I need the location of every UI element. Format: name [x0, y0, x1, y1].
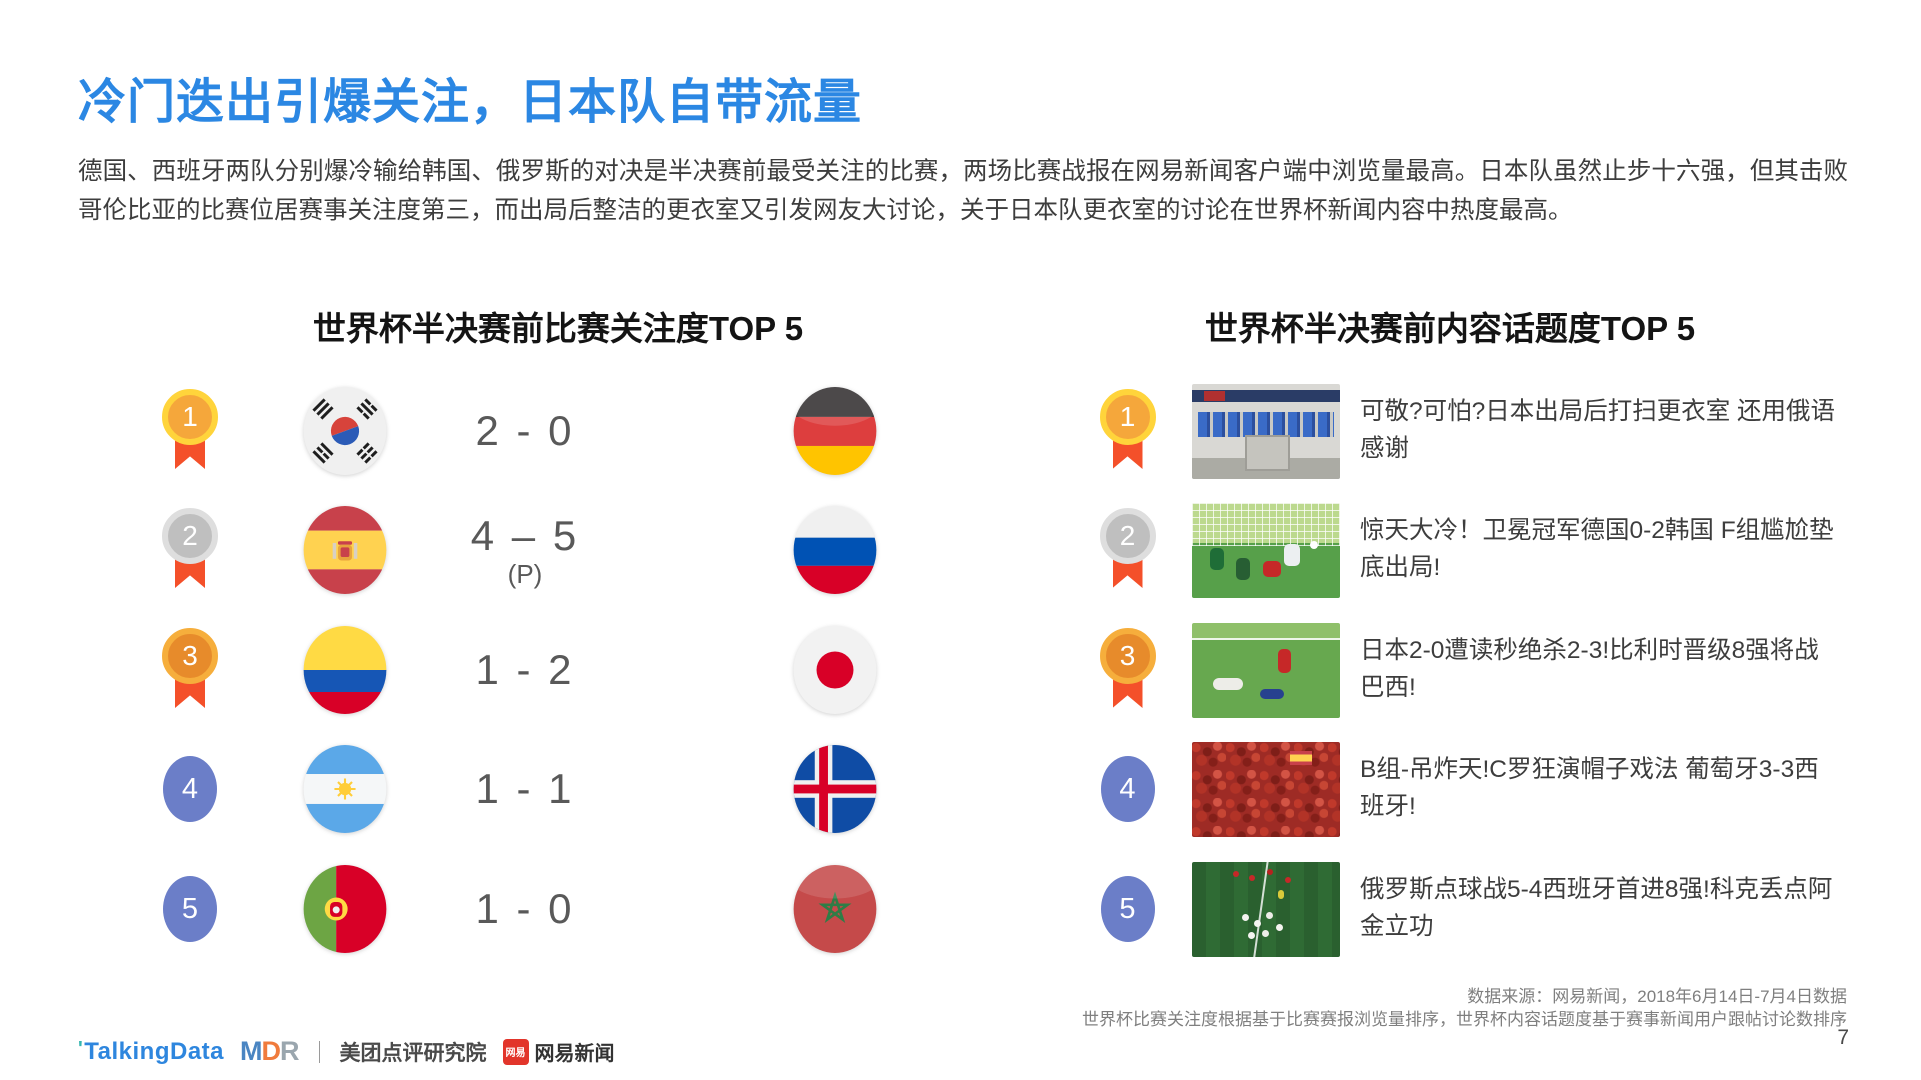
bronze-medal-icon: 3 [161, 626, 219, 714]
rank-number: 2 [1119, 520, 1136, 551]
score-text: 4 – 5 [470, 511, 580, 559]
news-thumbnail-japan-belgium-match [1192, 622, 1340, 718]
match-row: 3 1 - 2 [130, 621, 980, 719]
source-line-1: 数据来源：网易新闻，2018年6月14日-7月4日数据 [1467, 987, 1847, 1006]
news-thumbnail-russia-celebration [1192, 861, 1340, 957]
rank-number: 1 [182, 401, 198, 432]
match-row: 2 4 – [130, 501, 980, 599]
logo-divider [318, 1040, 320, 1063]
match-row: 5 1 - 0 [130, 860, 980, 958]
news-thumbnail-portugal-spain-fans [1192, 741, 1340, 837]
bronze-medal-icon: 3 [1099, 626, 1157, 714]
score-text: 1 - 2 [475, 646, 575, 693]
score-text: 1 - 1 [475, 765, 575, 812]
rank-badge: 4 [1100, 756, 1155, 822]
flag-iceland-icon [793, 745, 877, 833]
rank-number: 5 [181, 892, 199, 925]
talkingdata-logo: 'TalkingData [78, 1037, 225, 1065]
rank-number: 4 [1119, 772, 1136, 805]
source-line-2: 世界杯比赛关注度根据基于比赛赛报浏览量排序，世界杯内容话题度基于赛事新闻用户跟帖… [1082, 1009, 1847, 1029]
silver-medal-icon: 2 [1099, 506, 1157, 594]
flag-argentina-icon [303, 745, 387, 833]
netease-news-logo: 网易 网易新闻 [502, 1037, 615, 1066]
gold-medal-icon: 1 [1099, 387, 1157, 475]
intro-paragraph: 德国、西班牙两队分别爆冷输给韩国、俄罗斯的对决是半决赛前最受关注的比赛，两场比赛… [78, 158, 1848, 225]
talkingdata-tick-icon: ' [78, 1037, 84, 1060]
news-thumbnail-locker-room [1192, 383, 1340, 479]
flag-portugal-icon [303, 865, 387, 953]
score-text: 1 - 0 [475, 885, 575, 932]
left-section-title: 世界杯半决赛前比赛关注度TOP 5 [312, 310, 804, 347]
topic-row: 5 俄罗斯点球战5-4西班牙首进8强!科克丢点阿金立功 [1080, 860, 1880, 958]
match-row: 1 [130, 382, 980, 480]
rank-badge: 5 [1100, 876, 1155, 942]
gold-medal-icon: 1 [161, 387, 219, 475]
headline-text: 惊天大冷！卫冕冠军德国0-2韩国 F组尴尬垫底出局! [1360, 517, 1834, 581]
flag-colombia-icon [303, 626, 387, 714]
rank-number: 1 [1119, 401, 1136, 432]
rank-number: 3 [182, 640, 198, 671]
flag-japan-icon [793, 626, 877, 714]
match-row: 4 1 - 1 [130, 740, 980, 838]
headline-text: 俄罗斯点球战5-4西班牙首进8强!科克丢点阿金立功 [1360, 876, 1833, 940]
data-source-notes: 数据来源：网易新闻，2018年6月14日-7月4日数据 世界杯比赛关注度根据基于… [1082, 986, 1847, 1032]
rank-number: 5 [1119, 892, 1136, 925]
meituan-dianping-institute-logo: 美团点评研究院 [339, 1041, 487, 1065]
flag-morocco-icon [793, 865, 877, 953]
page-title: 冷门迭出引爆关注，日本队自带流量 [78, 76, 863, 129]
news-thumbnail-germany-korea-match [1192, 502, 1340, 598]
topic-row: 4 B组-吊炸天!C罗狂演帽子戏法 葡萄牙3-3西班牙! [1080, 740, 1880, 838]
right-section-title: 世界杯半决赛前内容话题度TOP 5 [1204, 310, 1696, 347]
flag-germany-icon [793, 387, 877, 475]
rank-number: 4 [181, 772, 199, 805]
score-text: 2 - 0 [475, 407, 575, 454]
topic-row: 3 日本2-0遭读秒绝杀2-3!比利时晋级8强将战巴西! [1080, 621, 1880, 719]
topic-row: 1 可敬?可怕?日本出局后打扫更衣室 还用俄语感谢 [1080, 382, 1880, 480]
flag-spain-icon [303, 506, 387, 594]
flag-russia-icon [793, 506, 877, 594]
headline-text: B组-吊炸天!C罗狂演帽子戏法 葡萄牙3-3西班牙! [1360, 756, 1819, 820]
rank-badge: 4 [163, 756, 217, 822]
score-note: (P) [507, 558, 543, 589]
rank-number: 2 [182, 520, 198, 551]
topic-row: 2 惊天大冷！卫冕冠军德国0-2韩国 F组尴尬垫底出局! [1080, 501, 1880, 599]
rank-badge: 5 [163, 876, 217, 942]
headline-text: 日本2-0遭读秒绝杀2-3!比利时晋级8强将战巴西! [1360, 637, 1819, 701]
page-number: 7 [1837, 1026, 1849, 1049]
netease-badge-icon: 网易 [502, 1038, 529, 1065]
flag-south-korea-icon [303, 387, 387, 475]
rank-number: 3 [1119, 640, 1136, 671]
silver-medal-icon: 2 [161, 506, 219, 594]
headline-text: 可敬?可怕?日本出局后打扫更衣室 还用俄语感谢 [1360, 398, 1836, 462]
